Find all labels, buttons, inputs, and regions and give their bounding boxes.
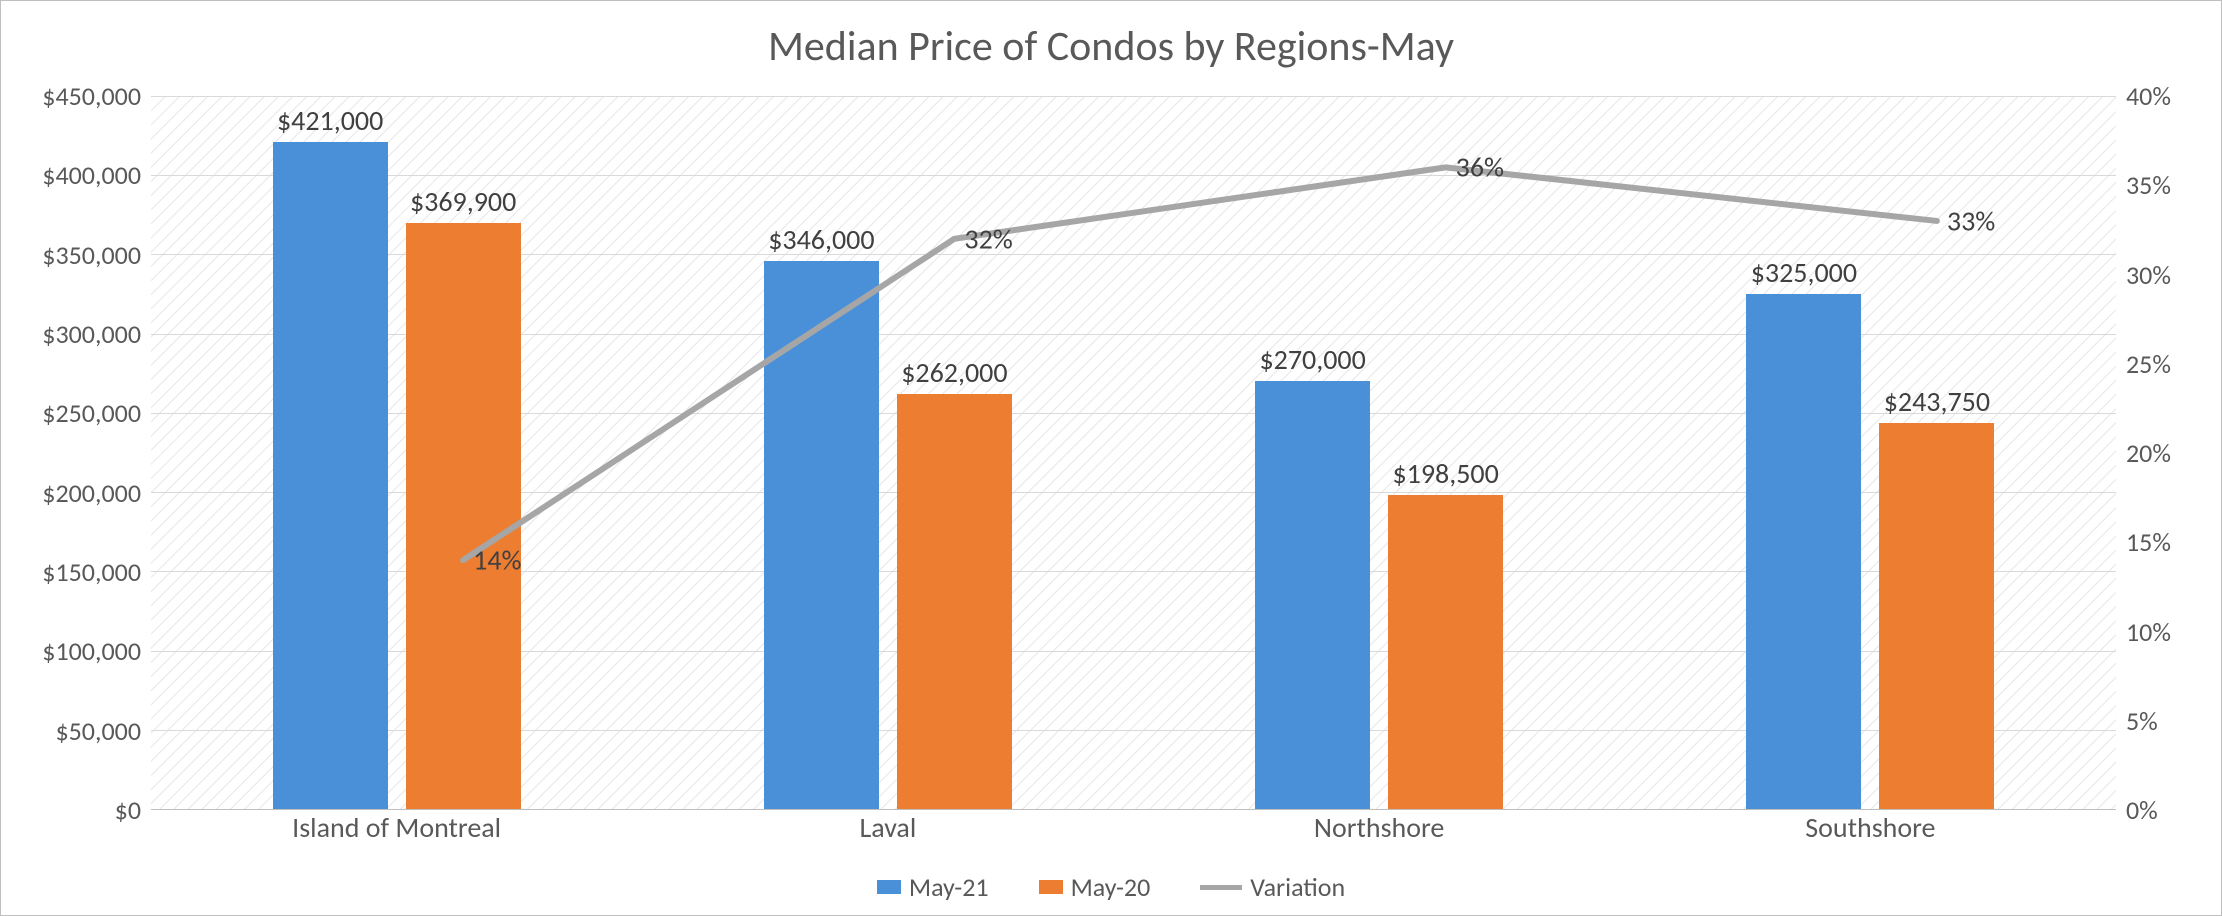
bar-value-label: $346,000	[768, 222, 874, 261]
bar-value-label: $243,750	[1884, 384, 1990, 423]
legend-swatch	[877, 880, 901, 894]
bar-value-label: $421,000	[277, 103, 383, 142]
bar-value-label: $369,900	[410, 184, 516, 223]
y-right-tick: 40%	[2126, 80, 2171, 112]
chart-title: Median Price of Condos by Regions-May	[1, 1, 2221, 82]
y-left-tick: $50,000	[55, 715, 141, 747]
category-group: $421,000$369,900	[151, 96, 642, 809]
y-left-tick: $200,000	[42, 477, 141, 509]
bar-value-label: $325,000	[1751, 255, 1857, 294]
category-group: $346,000$262,000	[642, 96, 1133, 809]
bar: $243,750	[1879, 423, 1994, 809]
bar: $421,000	[273, 142, 388, 809]
legend-label: May-21	[909, 871, 989, 903]
y-axis-right: 0%5%10%15%20%25%30%35%40%	[2116, 96, 2186, 810]
legend-line-swatch	[1200, 885, 1242, 890]
y-right-tick: 15%	[2126, 526, 2171, 558]
bars-layer: $421,000$369,900$346,000$262,000$270,000…	[151, 96, 2116, 809]
bar-value-label: $198,500	[1392, 456, 1498, 495]
y-left-tick: $400,000	[42, 159, 141, 191]
x-tick: Southshore	[1625, 810, 2116, 855]
bar: $262,000	[897, 394, 1012, 809]
y-right-tick: 25%	[2126, 348, 2171, 380]
bar-value-label: $262,000	[901, 355, 1007, 394]
legend-label: Variation	[1250, 871, 1345, 903]
bar: $198,500	[1388, 495, 1503, 810]
x-tick: Island of Montreal	[151, 810, 642, 855]
legend-label: May-20	[1071, 871, 1151, 903]
y-right-tick: 35%	[2126, 169, 2171, 201]
legend-swatch	[1039, 880, 1063, 894]
y-left-tick: $100,000	[42, 635, 141, 667]
bar: $325,000	[1746, 294, 1861, 809]
bar-value-label: $270,000	[1259, 342, 1365, 381]
plot-wrapper: $0$50,000$100,000$150,000$200,000$250,00…	[36, 96, 2186, 810]
y-axis-left: $0$50,000$100,000$150,000$200,000$250,00…	[36, 96, 151, 810]
y-left-tick: $0	[115, 794, 141, 826]
category-group: $270,000$198,500	[1134, 96, 1625, 809]
chart-container: Median Price of Condos by Regions-May $0…	[0, 0, 2222, 916]
y-right-tick: 10%	[2126, 616, 2171, 648]
y-left-tick: $300,000	[42, 318, 141, 350]
legend-item: Variation	[1200, 871, 1345, 903]
y-left-tick: $150,000	[42, 556, 141, 588]
bar: $369,900	[406, 223, 521, 809]
x-tick: Northshore	[1134, 810, 1625, 855]
bar: $346,000	[764, 261, 879, 809]
legend: May-21 May-20 Variation	[1, 871, 2221, 903]
y-right-tick: 30%	[2126, 259, 2171, 291]
x-tick: Laval	[642, 810, 1133, 855]
y-left-tick: $250,000	[42, 397, 141, 429]
bar: $270,000	[1255, 381, 1370, 809]
plot-area: $421,000$369,900$346,000$262,000$270,000…	[151, 96, 2116, 810]
x-axis: Island of MontrealLavalNorthshoreSouthsh…	[151, 810, 2116, 855]
y-right-tick: 0%	[2126, 794, 2158, 826]
y-right-tick: 5%	[2126, 705, 2158, 737]
y-right-tick: 20%	[2126, 437, 2171, 469]
category-group: $325,000$243,750	[1625, 96, 2116, 809]
legend-item: May-20	[1039, 871, 1151, 903]
y-left-tick: $450,000	[42, 80, 141, 112]
legend-item: May-21	[877, 871, 989, 903]
y-left-tick: $350,000	[42, 239, 141, 271]
